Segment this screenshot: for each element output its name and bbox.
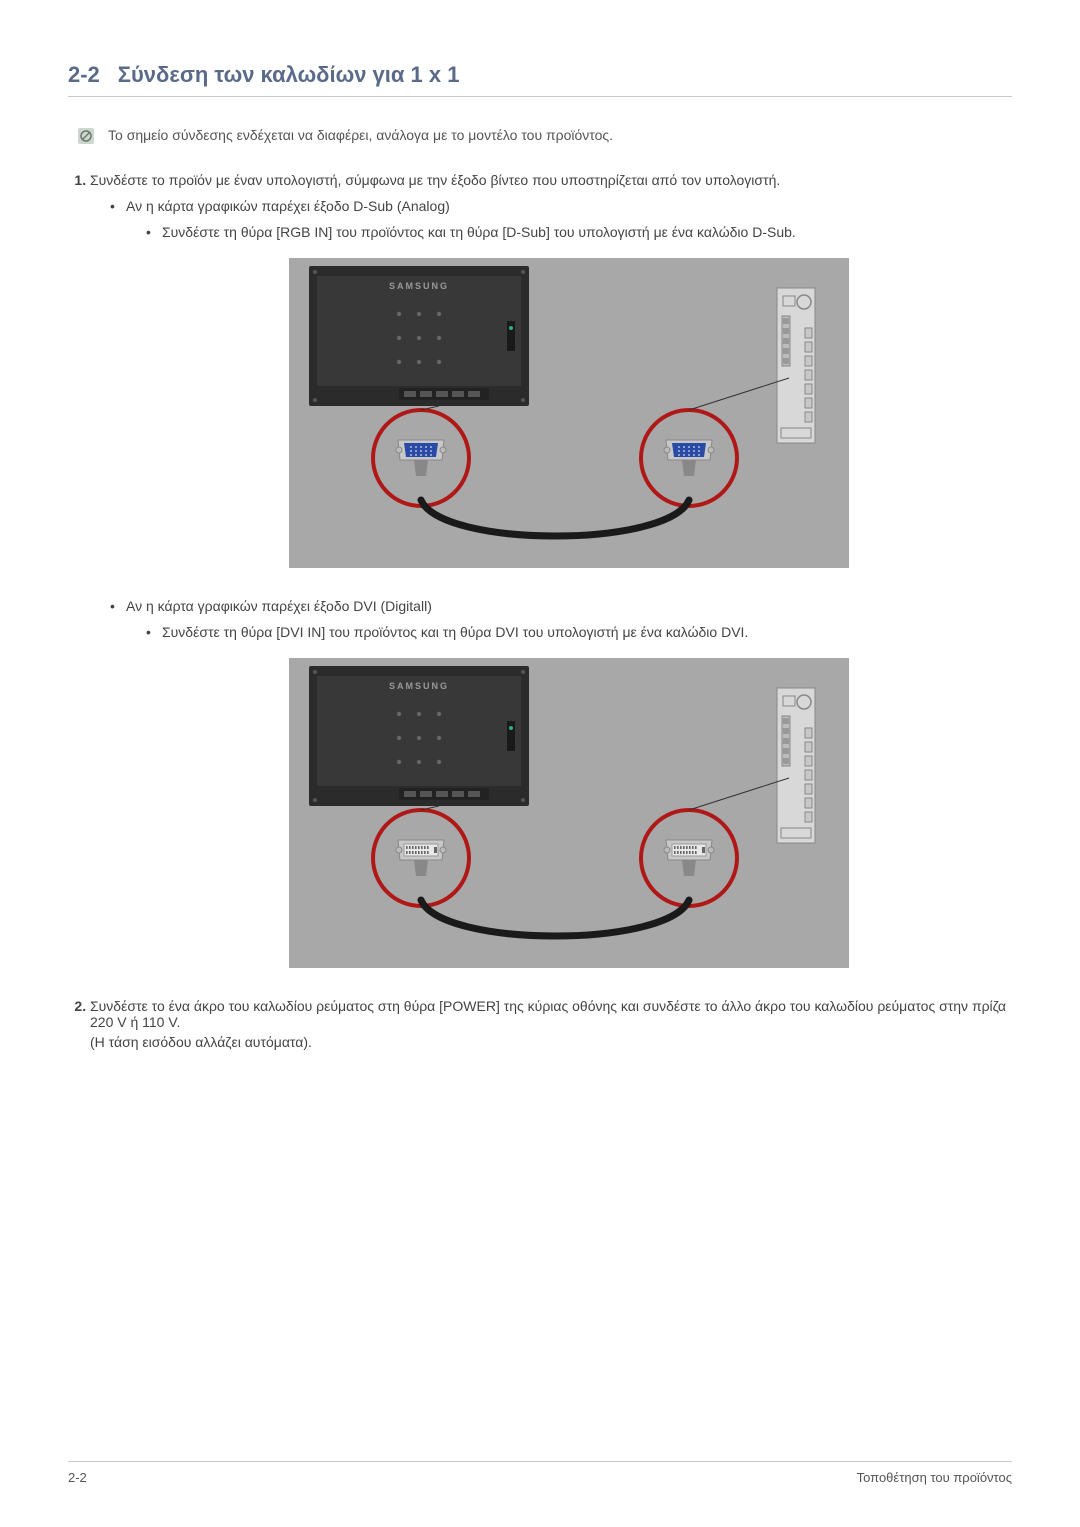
step-1-sub-1-subsub-1-text: Συνδέστε τη θύρα [RGB IN] του προϊόντος … — [162, 224, 796, 240]
footer-right: Τοποθέτηση του προϊόντος — [857, 1470, 1012, 1485]
step-2: Συνδέστε το ένα άκρο του καλωδίου ρεύματ… — [90, 998, 1012, 1050]
step-1-sub-1-subsub-1: Συνδέστε τη θύρα [RGB IN] του προϊόντος … — [146, 224, 1012, 240]
figure-dvi-wrap: SAMSUNGDVI IN — [126, 658, 1012, 968]
step-1-sub-2-subsub-1-text: Συνδέστε τη θύρα [DVI IN] του προϊόντος … — [162, 624, 748, 640]
step-1: Συνδέστε το προϊόν με έναν υπολογιστή, σ… — [90, 172, 1012, 968]
step-1-text: Συνδέστε το προϊόν με έναν υπολογιστή, σ… — [90, 172, 780, 188]
steps-list: Συνδέστε το προϊόν με έναν υπολογιστή, σ… — [90, 172, 1012, 1050]
note-text: Το σημείο σύνδεσης ενδέχεται να διαφέρει… — [108, 127, 613, 143]
footer-left: 2-2 — [68, 1470, 87, 1485]
note-block: Το σημείο σύνδεσης ενδέχεται να διαφέρει… — [78, 127, 1012, 144]
step-2-text: Συνδέστε το ένα άκρο του καλωδίου ρεύματ… — [90, 998, 1006, 1030]
figure-dvi: SAMSUNGDVI IN — [289, 658, 849, 968]
svg-text:SAMSUNG: SAMSUNG — [389, 281, 449, 291]
step-1-sub-2-subsub-1: Συνδέστε τη θύρα [DVI IN] του προϊόντος … — [146, 624, 1012, 640]
step-1-sub-2: Αν η κάρτα γραφικών παρέχει έξοδο DVI (D… — [110, 598, 1012, 968]
section-number: 2-2 — [68, 62, 100, 88]
note-icon — [78, 128, 94, 144]
step-1-sub-2-text: Αν η κάρτα γραφικών παρέχει έξοδο DVI (D… — [126, 598, 432, 614]
svg-text:SAMSUNG: SAMSUNG — [389, 681, 449, 691]
figure-rgb-wrap: SAMSUNGRGB IN — [126, 258, 1012, 568]
step-1-sub-1: Αν η κάρτα γραφικών παρέχει έξοδο D-Sub … — [110, 198, 1012, 568]
section-heading: 2-2 Σύνδεση των καλωδίων για 1 x 1 — [68, 62, 1012, 97]
page-footer: 2-2 Τοποθέτηση του προϊόντος — [68, 1461, 1012, 1485]
step-1-sub-1-text: Αν η κάρτα γραφικών παρέχει έξοδο D-Sub … — [126, 198, 450, 214]
figure-rgb: SAMSUNGRGB IN — [289, 258, 849, 568]
step-2-extra: (Η τάση εισόδου αλλάζει αυτόματα). — [90, 1034, 1012, 1050]
section-title: Σύνδεση των καλωδίων για 1 x 1 — [118, 62, 460, 88]
